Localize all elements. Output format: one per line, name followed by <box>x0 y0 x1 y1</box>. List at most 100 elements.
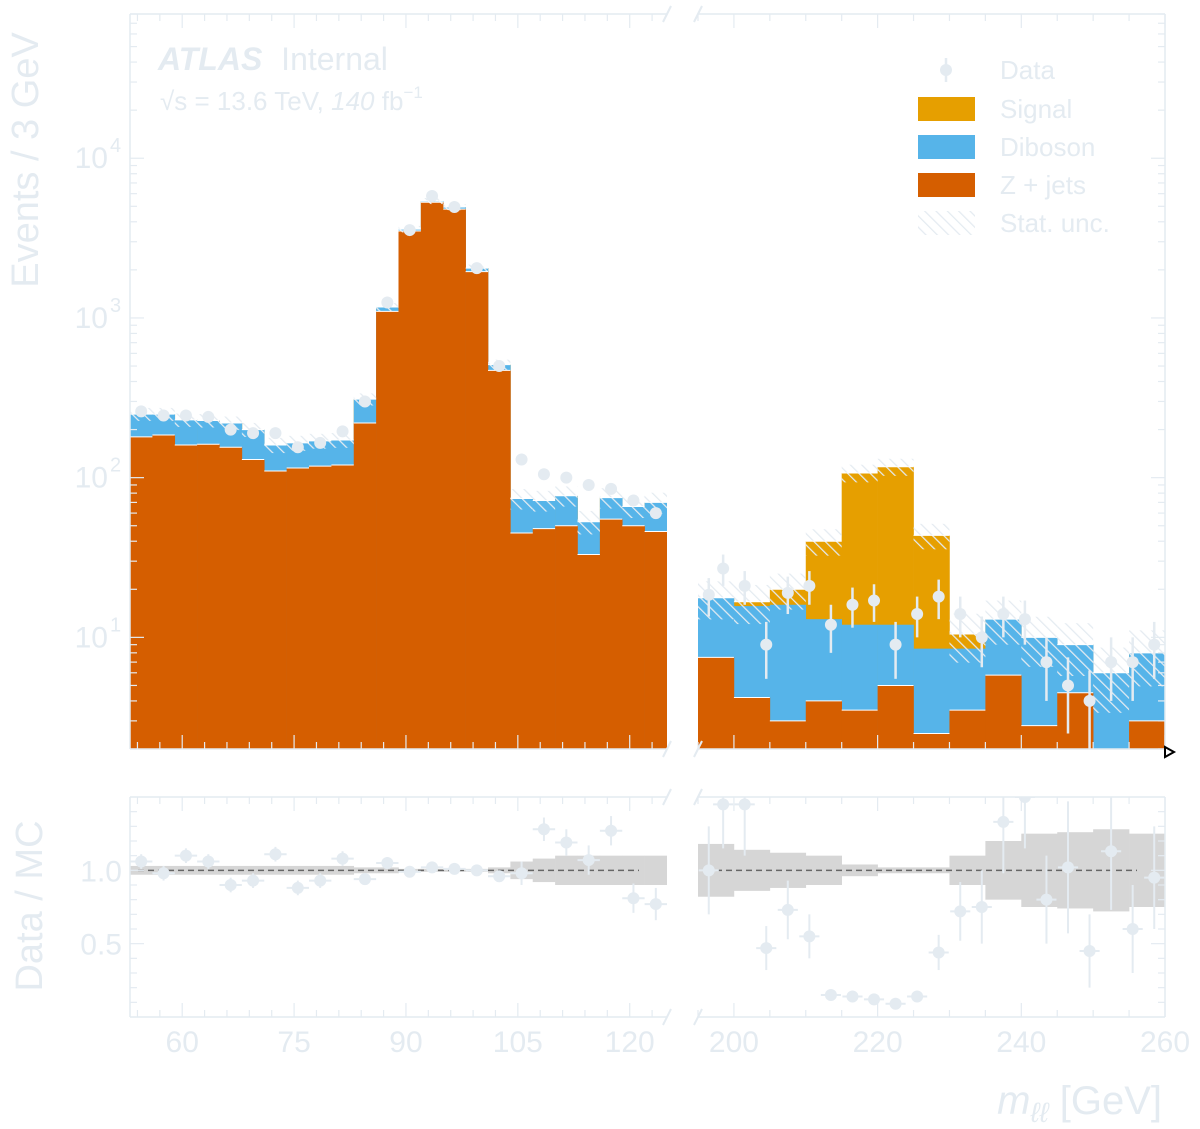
data-point <box>247 427 260 440</box>
y-tick-label: 10 <box>75 462 108 495</box>
ratio-point <box>381 857 394 869</box>
data-point <box>932 590 945 603</box>
data-point <box>975 631 988 644</box>
ratio-point <box>448 862 461 875</box>
zjets-bar <box>841 710 878 749</box>
zjets-bar <box>1129 720 1165 749</box>
ratio-point <box>135 855 148 868</box>
ratio-point <box>738 798 751 811</box>
ratio-point <box>649 898 662 911</box>
zjets-bar <box>769 720 807 749</box>
data-point <box>1062 679 1075 692</box>
data-point <box>760 638 773 651</box>
x-tick-label: 260 <box>1140 1026 1190 1059</box>
legend: Data Signal Diboson Z + jets Stat. unc. <box>918 55 1110 238</box>
data-point <box>1018 613 1031 626</box>
main-right-panel <box>698 458 1165 749</box>
data-point <box>179 409 192 422</box>
ratio-point <box>269 848 282 861</box>
ratio-point <box>314 874 327 887</box>
data-point <box>515 453 528 466</box>
ratio-point <box>1148 871 1161 884</box>
y-tick-label-exponent: 3 <box>110 295 121 317</box>
y-tick-label: 10 <box>75 302 108 335</box>
zjets-bar <box>309 466 332 749</box>
zjets-bar <box>398 231 422 749</box>
legend-label-signal: Signal <box>1000 94 1072 124</box>
x-tick-label: 90 <box>389 1026 422 1059</box>
ratio-point <box>493 870 506 883</box>
ratio-point <box>537 823 550 836</box>
zjets-bar <box>805 700 842 749</box>
data-point <box>358 395 371 408</box>
lumi-exponent: −1 <box>403 83 422 102</box>
ratio-unc-band <box>376 867 399 874</box>
ratio-left-panel <box>130 816 667 921</box>
ratio-point <box>781 903 794 916</box>
ratio-unc-band <box>353 867 377 874</box>
legend-label-data: Data <box>1000 55 1055 85</box>
zjets-bar <box>985 675 1022 749</box>
stat-unc-band <box>599 488 623 509</box>
data-point <box>269 427 282 440</box>
stat-unc-swatch <box>918 211 975 235</box>
data-point <box>291 441 304 454</box>
zjets-bar <box>376 311 399 749</box>
y-tick-label-exponent: 4 <box>110 135 121 157</box>
zjets-bar <box>465 271 489 749</box>
ratio-point <box>760 942 773 955</box>
zjets-bar <box>264 471 287 749</box>
zjets-bar <box>197 444 220 749</box>
ratio-point <box>403 865 416 878</box>
data-point <box>403 224 416 237</box>
y-axis-label-ratio: Data / MC <box>9 820 51 991</box>
stat-unc-band <box>555 486 578 507</box>
ratio-point <box>470 864 483 877</box>
data-point <box>717 562 730 575</box>
ratio-unc-band <box>644 855 667 885</box>
legend-label-stat: Stat. unc. <box>1000 208 1110 238</box>
ratio-y-tick-label: 0.5 <box>80 929 122 962</box>
data-point <box>448 201 461 214</box>
data-point <box>560 471 573 484</box>
ratio-point <box>179 849 192 862</box>
data-point <box>997 608 1010 621</box>
data-point <box>381 296 394 309</box>
ratio-point <box>1105 845 1118 858</box>
stat-unc-band <box>733 584 770 625</box>
stat-unc-band <box>1057 623 1094 676</box>
zjets-bar <box>913 733 950 749</box>
ratio-unc-band <box>174 865 198 875</box>
ratio-point <box>358 873 371 886</box>
data-point <box>889 638 902 651</box>
zjets-bar <box>644 531 667 749</box>
stat-unc-band <box>913 523 950 550</box>
ratio-point <box>975 901 988 913</box>
data-point <box>954 608 967 621</box>
x-tick-label: 120 <box>605 1026 655 1059</box>
zjets-bar <box>949 710 986 749</box>
zjets-bar <box>331 465 355 749</box>
experiment-label: ATLAS <box>157 41 263 77</box>
main-left-panel <box>130 190 667 749</box>
x-tick-label: 60 <box>166 1026 199 1059</box>
stat-unc-band <box>841 464 878 483</box>
zjets-bar <box>443 209 466 749</box>
zjets-bar <box>174 445 198 749</box>
y-tick-label: 10 <box>75 621 108 654</box>
atlas-label: ATLAS Internal <box>157 41 388 77</box>
stat-unc-band <box>877 458 914 476</box>
zjets-bar <box>420 202 444 749</box>
legend-entry-signal: Signal <box>918 94 1072 124</box>
ratio-point <box>954 905 967 918</box>
ratio-right-panel <box>698 797 1165 1010</box>
axis-break-mark <box>662 5 672 23</box>
data-point <box>781 586 794 599</box>
ratio-point <box>803 930 816 943</box>
ratio-point <box>291 881 304 894</box>
ratio-point <box>515 867 528 880</box>
y-tick-label: 10 <box>75 142 108 175</box>
ratio-point <box>911 990 924 1003</box>
